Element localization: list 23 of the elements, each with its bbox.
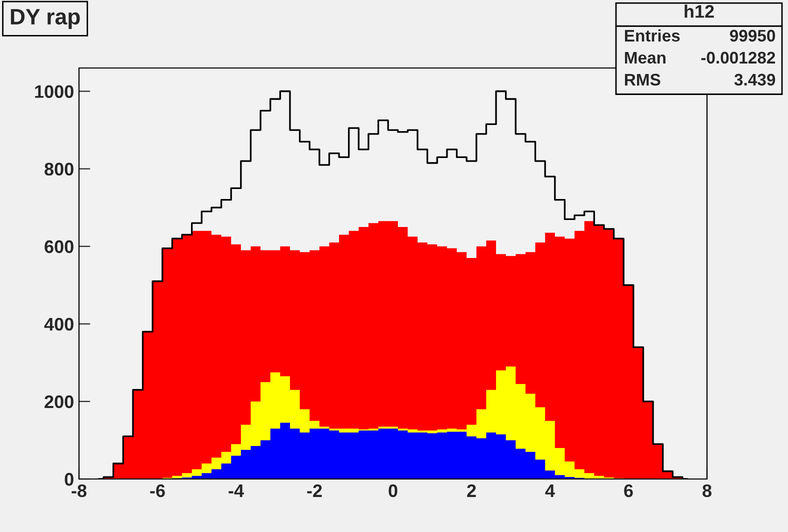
y-tick-label: 200	[44, 395, 74, 408]
x-tick-label: -2	[307, 484, 322, 497]
y-tick-label: 400	[44, 318, 74, 331]
text: 3.439	[734, 74, 776, 86]
text: h12	[684, 4, 714, 18]
x-tick-label: 6	[624, 484, 633, 498]
x-tick-label: 8	[702, 484, 712, 498]
x-tick-label: 2	[467, 484, 476, 497]
text: Entries	[624, 29, 680, 42]
y-tick-label: 800	[44, 162, 74, 176]
x-tick-label: -4	[228, 484, 244, 497]
x-tick-label: 4	[545, 484, 555, 497]
text: Mean	[624, 52, 666, 64]
x-tick-label: 0	[388, 484, 398, 498]
chart-title: DY rap	[10, 9, 80, 29]
x-tick-label: -8	[72, 484, 86, 498]
y-tick-label: 1000	[35, 85, 74, 98]
text: 99950	[730, 30, 776, 42]
y-tick-label: 600	[44, 240, 74, 254]
y-tick-label: 0	[64, 472, 74, 486]
x-tick-label: -6	[150, 484, 165, 498]
text: -0.001282	[701, 52, 776, 64]
annotation: RMS	[624, 74, 660, 86]
